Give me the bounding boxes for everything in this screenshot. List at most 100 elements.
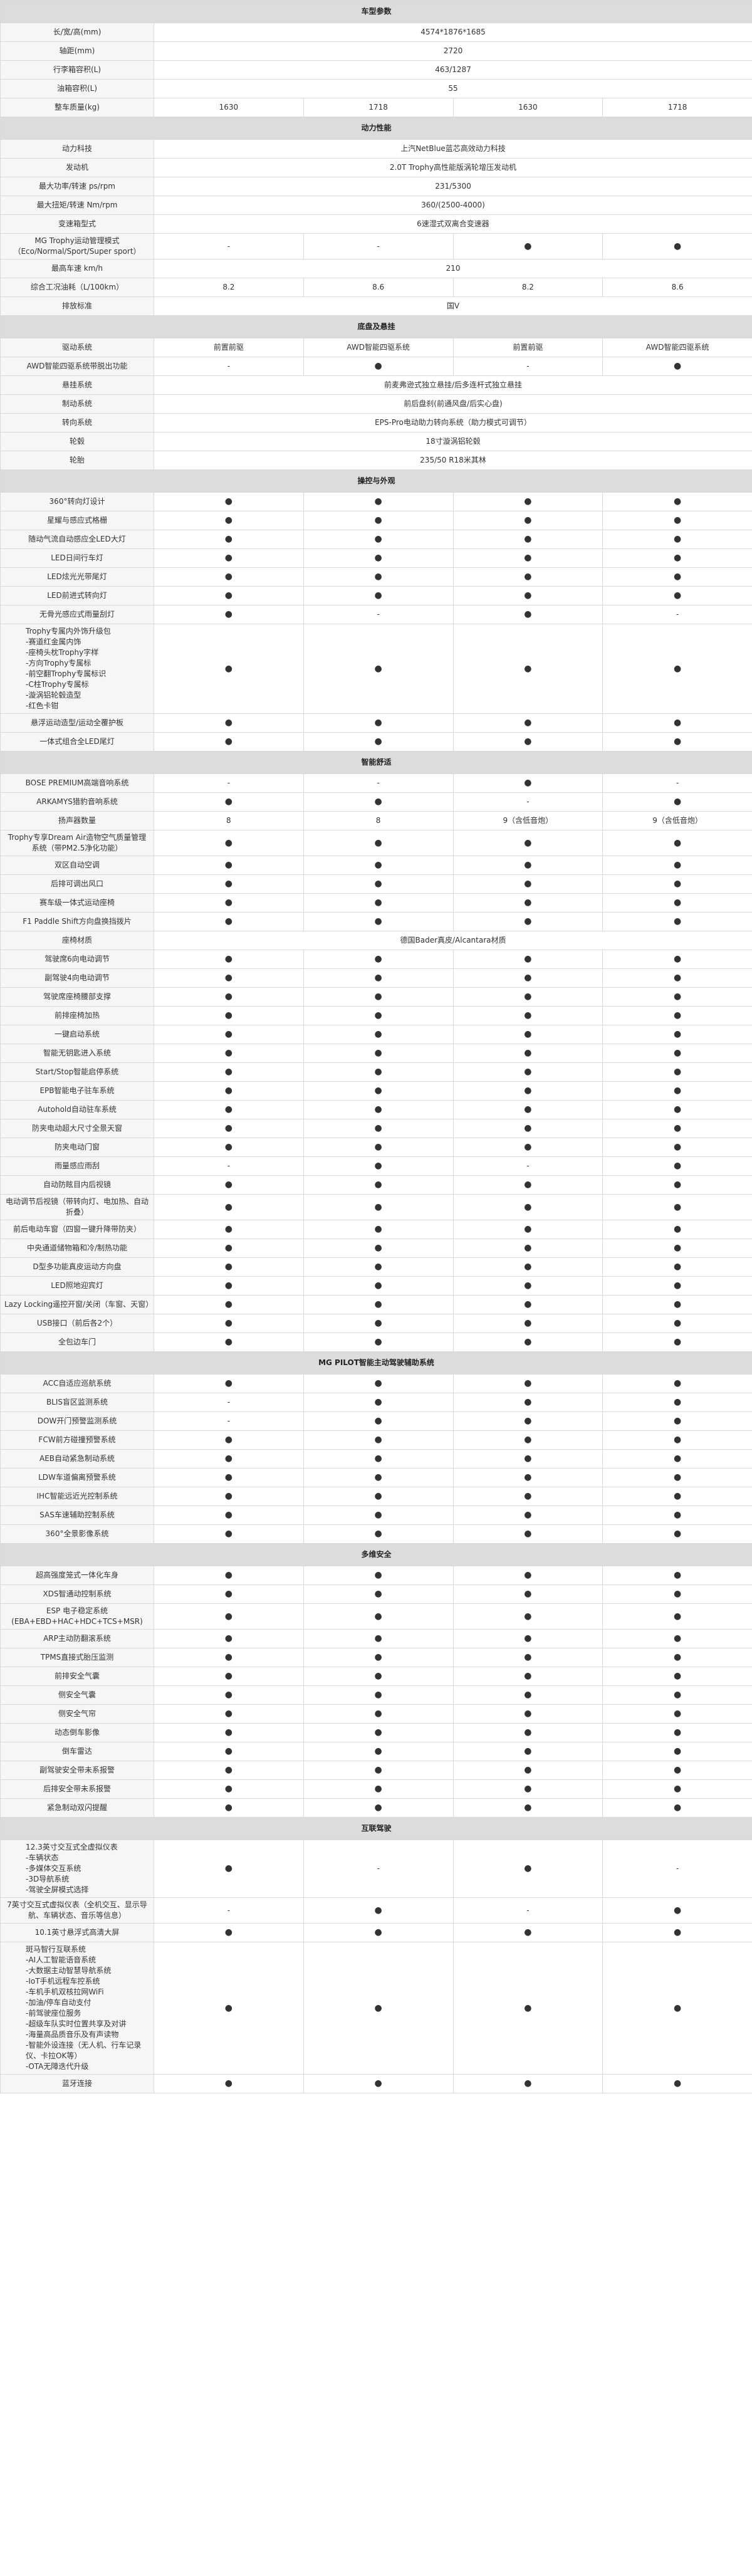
section-header-row: 动力性能 (1, 117, 752, 140)
spec-label: 蓝牙连接 (1, 2075, 154, 2093)
spec-label: 副驾驶4向电动调节 (1, 969, 154, 988)
spec-label: 转向系统 (1, 414, 154, 432)
not-available-dash: - (303, 774, 453, 793)
standard-dot: ● (603, 1393, 752, 1412)
standard-dot: ● (303, 950, 453, 969)
standard-dot: ● (453, 1393, 603, 1412)
standard-dot: ● (154, 568, 304, 587)
standard-dot: ● (603, 1082, 752, 1101)
standard-dot: ● (603, 1044, 752, 1063)
spec-label: Trophy专属内外饰升级包 -赛道红金属内饰 -座椅头枕Trophy字样 -方… (1, 624, 154, 714)
spec-label: 防夹电动门窗 (1, 1138, 154, 1157)
standard-dot: ● (453, 1942, 603, 2075)
not-available-dash: - (154, 234, 304, 259)
spec-label: 动态倒车影像 (1, 1724, 154, 1742)
spec-row: 双区自动空调 ● ● ● ● (1, 856, 752, 875)
spec-label: 12.3英寸交互式全虚拟仪表 -车辆状态 -多媒体交互系统 -3D导航系统 -驾… (1, 1840, 154, 1898)
spec-label: 7英寸交互式虚拟仪表（全机交互、显示导航、车辆状态、音乐等信息） (1, 1898, 154, 1924)
standard-dot: ● (603, 1487, 752, 1506)
standard-dot: ● (603, 969, 752, 988)
spec-row: 驾驶席座椅腰部支撑 ● ● ● ● (1, 988, 752, 1007)
standard-dot: ● (154, 1761, 304, 1780)
standard-dot: ● (154, 1258, 304, 1277)
spec-label: XDS智通动控制系统 (1, 1585, 154, 1604)
standard-dot: ● (453, 1138, 603, 1157)
standard-dot: ● (453, 1101, 603, 1119)
spec-label: USB接口（前后各2个） (1, 1314, 154, 1333)
standard-dot: ● (453, 913, 603, 931)
standard-dot: ● (603, 793, 752, 812)
standard-dot: ● (154, 1705, 304, 1724)
standard-dot: ● (453, 1314, 603, 1333)
standard-dot: ● (453, 1025, 603, 1044)
spec-row: 行李箱容积(L) 463/1287 (1, 61, 752, 80)
spec-row: 发动机 2.0T Trophy高性能版涡轮增压发动机 (1, 159, 752, 177)
standard-dot: ● (453, 774, 603, 793)
spec-row: 自动防眩目内后视镜 ● ● ● ● (1, 1176, 752, 1195)
standard-dot: ● (453, 1630, 603, 1648)
spec-label: 后排安全带未系报警 (1, 1780, 154, 1799)
spec-value: 国V (154, 297, 752, 316)
standard-dot: ● (603, 1450, 752, 1469)
spec-label: 赛车级一体式运动座椅 (1, 894, 154, 913)
spec-label: 驾驶席6向电动调节 (1, 950, 154, 969)
spec-value: EPS-Pro电动助力转向系统（助力模式可调节） (154, 414, 752, 432)
spec-value: 德国Bader真皮/Alcantara材质 (154, 931, 752, 950)
standard-dot: ● (603, 1239, 752, 1258)
spec-value: 235/50 R18米其林 (154, 451, 752, 470)
spec-label: Start/Stop智能启停系统 (1, 1063, 154, 1082)
standard-dot: ● (303, 1393, 453, 1412)
standard-dot: ● (154, 1585, 304, 1604)
standard-dot: ● (453, 969, 603, 988)
spec-label: Trophy专享Dream Air造物空气质量管理系统（带PM2.5净化功能） (1, 830, 154, 856)
standard-dot: ● (453, 1258, 603, 1277)
standard-dot: ● (453, 624, 603, 714)
spec-row: 轮胎 235/50 R18米其林 (1, 451, 752, 470)
standard-dot: ● (603, 1258, 752, 1277)
spec-row: 10.1英寸悬浮式高清大屏 ● ● ● ● (1, 1924, 752, 1942)
spec-row: 最高车速 km/h 210 (1, 259, 752, 278)
standard-dot: ● (453, 1604, 603, 1630)
spec-label: 无骨光感应式雨量刮灯 (1, 605, 154, 624)
spec-row: BOSE PREMIUM高端音响系统 - - ● - (1, 774, 752, 793)
standard-dot: ● (303, 1604, 453, 1630)
standard-dot: ● (303, 1119, 453, 1138)
standard-dot: ● (453, 1742, 603, 1761)
spec-row: 前排安全气囊 ● ● ● ● (1, 1667, 752, 1686)
spec-row: 侧安全气帘 ● ● ● ● (1, 1705, 752, 1724)
standard-dot: ● (603, 1667, 752, 1686)
standard-dot: ● (453, 1082, 603, 1101)
spec-row: 轮毂 18寸漩涡铝轮毂 (1, 432, 752, 451)
spec-row: 紧急制动双闪提醒 ● ● ● ● (1, 1799, 752, 1818)
spec-label: Autohold自动驻车系统 (1, 1101, 154, 1119)
standard-dot: ● (303, 1942, 453, 2075)
spec-label: F1 Paddle Shift方向盘换挡拨片 (1, 913, 154, 931)
spec-page: { "page": {"title": "车型参数"}, "rows": [ {… (0, 0, 752, 2093)
standard-dot: ● (603, 1412, 752, 1431)
standard-dot: ● (303, 988, 453, 1007)
spec-label: ACC自适应巡航系统 (1, 1374, 154, 1393)
spec-value: 231/5300 (154, 177, 752, 196)
standard-dot: ● (154, 1277, 304, 1296)
standard-dot: ● (603, 1604, 752, 1630)
section-title: MG PILOT智能主动驾驶辅助系统 (1, 1352, 752, 1374)
spec-label: 座椅材质 (1, 931, 154, 950)
standard-dot: ● (154, 894, 304, 913)
spec-row: 随动气流自动感应全LED大灯 ● ● ● ● (1, 530, 752, 549)
spec-row: ARP主动防翻滚系统 ● ● ● ● (1, 1630, 752, 1648)
standard-dot: ● (154, 1942, 304, 2075)
standard-dot: ● (453, 1780, 603, 1799)
section-title: 动力性能 (1, 117, 752, 140)
standard-dot: ● (603, 1333, 752, 1352)
standard-dot: ● (303, 1924, 453, 1942)
not-available-dash: - (453, 357, 603, 376)
standard-dot: ● (303, 1705, 453, 1724)
spec-label: 驱动系统 (1, 338, 154, 357)
standard-dot: ● (603, 894, 752, 913)
spec-row: 360°转向灯设计 ● ● ● ● (1, 493, 752, 511)
spec-value: 8.2 (453, 278, 603, 297)
standard-dot: ● (603, 530, 752, 549)
spec-value: AWD智能四驱系统 (303, 338, 453, 357)
standard-dot: ● (603, 1942, 752, 2075)
section-title: 底盘及悬挂 (1, 316, 752, 338)
